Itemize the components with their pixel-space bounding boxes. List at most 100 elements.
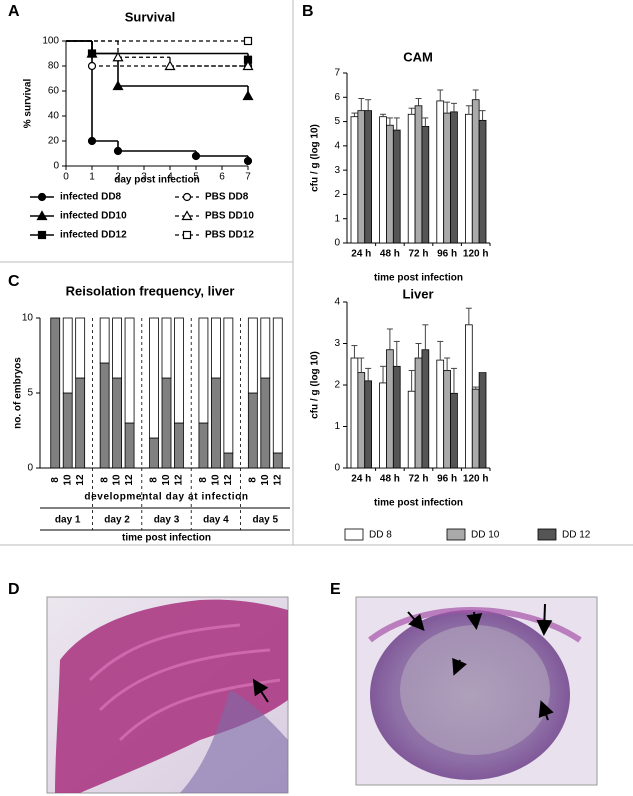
- chart-title: CAM: [403, 49, 433, 64]
- y-tick-label: 0: [334, 238, 340, 249]
- panel-label: C: [8, 273, 20, 290]
- chart-title: Reisolation frequency, liver: [66, 283, 235, 298]
- bar: [350, 357, 359, 469]
- legend-swatch: [446, 528, 466, 541]
- bar-segment: [75, 317, 86, 379]
- marker: [113, 146, 123, 156]
- x-tick-label: 10: [112, 474, 123, 486]
- x-axis-label: time post infection: [374, 498, 463, 509]
- bar-segment: [247, 392, 258, 469]
- marker: [243, 36, 253, 46]
- bar: [450, 392, 458, 469]
- bar: [414, 357, 423, 469]
- x-axis-label: developmental day at infection: [84, 492, 248, 503]
- bar: [379, 382, 387, 469]
- group-label: day 4: [203, 515, 229, 526]
- x-axis-label: time post infection: [374, 273, 463, 284]
- x-tick-label: 4: [167, 172, 173, 183]
- panel-label: B: [302, 3, 314, 20]
- marker: [182, 192, 192, 202]
- y-tick-label: 4: [334, 140, 340, 151]
- panel-label: E: [330, 581, 341, 598]
- x-tick-label: 3: [141, 172, 147, 183]
- bar-segment: [112, 317, 122, 379]
- y-tick-label: 0: [334, 463, 340, 474]
- bar-segment: [124, 317, 135, 424]
- legend-label: PBS DD8: [205, 192, 249, 203]
- x-tick-label: 10: [161, 474, 172, 486]
- bar-segment: [112, 377, 122, 469]
- bar-segment: [99, 362, 110, 469]
- panel-frames: [0, 0, 633, 546]
- bar-segment: [174, 422, 184, 469]
- marker: [87, 61, 97, 71]
- legend-label: PBS DD12: [205, 230, 254, 241]
- y-tick-label: 10: [22, 313, 34, 324]
- legend-label: infected DD12: [60, 230, 127, 241]
- x-tick-label: 48 h: [380, 474, 400, 485]
- bar-segment: [223, 452, 234, 469]
- panel-label: A: [8, 3, 20, 20]
- x-tick-label: 96 h: [437, 474, 457, 485]
- micrograph-e: [355, 596, 598, 786]
- y-tick-label: 5: [334, 116, 340, 127]
- bar-segment: [161, 377, 172, 469]
- x-tick-label: 12: [223, 474, 234, 486]
- bar: [471, 99, 480, 244]
- bar-segment: [272, 317, 283, 454]
- bar: [357, 110, 366, 244]
- y-tick-label: 20: [48, 136, 60, 147]
- x-tick-label: 48 h: [380, 249, 400, 260]
- legend-swatch: [537, 528, 557, 541]
- bar-segment: [198, 422, 209, 469]
- y-tick-label: 60: [48, 86, 60, 97]
- x-tick-label: 1: [89, 172, 95, 183]
- bar-segment: [260, 377, 271, 469]
- y-tick-label: 3: [334, 165, 340, 176]
- y-tick-label: 1: [334, 213, 340, 224]
- bar-segment: [62, 392, 73, 469]
- marker: [182, 230, 192, 240]
- group-label: day 1: [55, 515, 81, 526]
- legend-label: infected DD10: [60, 211, 127, 222]
- bar: [407, 113, 416, 244]
- bar: [386, 124, 394, 244]
- x-tick-label: 12: [124, 474, 135, 486]
- bar-segment: [210, 377, 221, 469]
- x-tick-label: 8: [198, 477, 209, 483]
- x-tick-label: 2: [115, 172, 121, 183]
- bar: [379, 116, 387, 244]
- bar: [436, 100, 445, 244]
- bar-segment: [124, 422, 135, 469]
- legend-label: DD 10: [471, 530, 500, 541]
- x-tick-label: 8: [99, 477, 110, 483]
- bar: [350, 116, 359, 244]
- marker: [112, 51, 124, 62]
- marker: [37, 192, 47, 202]
- x-tick-label: 8: [50, 477, 61, 483]
- bar-segment: [75, 377, 86, 469]
- x-tick-label: 8: [247, 477, 258, 483]
- marker: [36, 210, 48, 221]
- bar: [465, 113, 473, 244]
- x-tick-label: 5: [193, 172, 199, 183]
- y-tick-label: 6: [334, 92, 340, 103]
- group-label: day 5: [253, 515, 279, 526]
- bar-segment: [210, 317, 221, 379]
- bar: [407, 390, 416, 469]
- bar: [421, 126, 430, 244]
- bar: [450, 111, 458, 244]
- legend-label: PBS DD10: [205, 211, 254, 222]
- chart-title: Survival: [125, 9, 176, 24]
- marker: [242, 90, 254, 101]
- bar-segment: [50, 317, 61, 469]
- x-tick-label: 96 h: [437, 249, 457, 260]
- x-tick-label: 24 h: [351, 474, 371, 485]
- bar: [471, 388, 480, 469]
- bar-segment: [198, 317, 209, 424]
- y-axis-label: cfu / g (log 10): [310, 124, 321, 192]
- x-tick-label: 120 h: [463, 249, 489, 260]
- legend-label: infected DD8: [60, 192, 122, 203]
- x-tick-label: 7: [245, 172, 251, 183]
